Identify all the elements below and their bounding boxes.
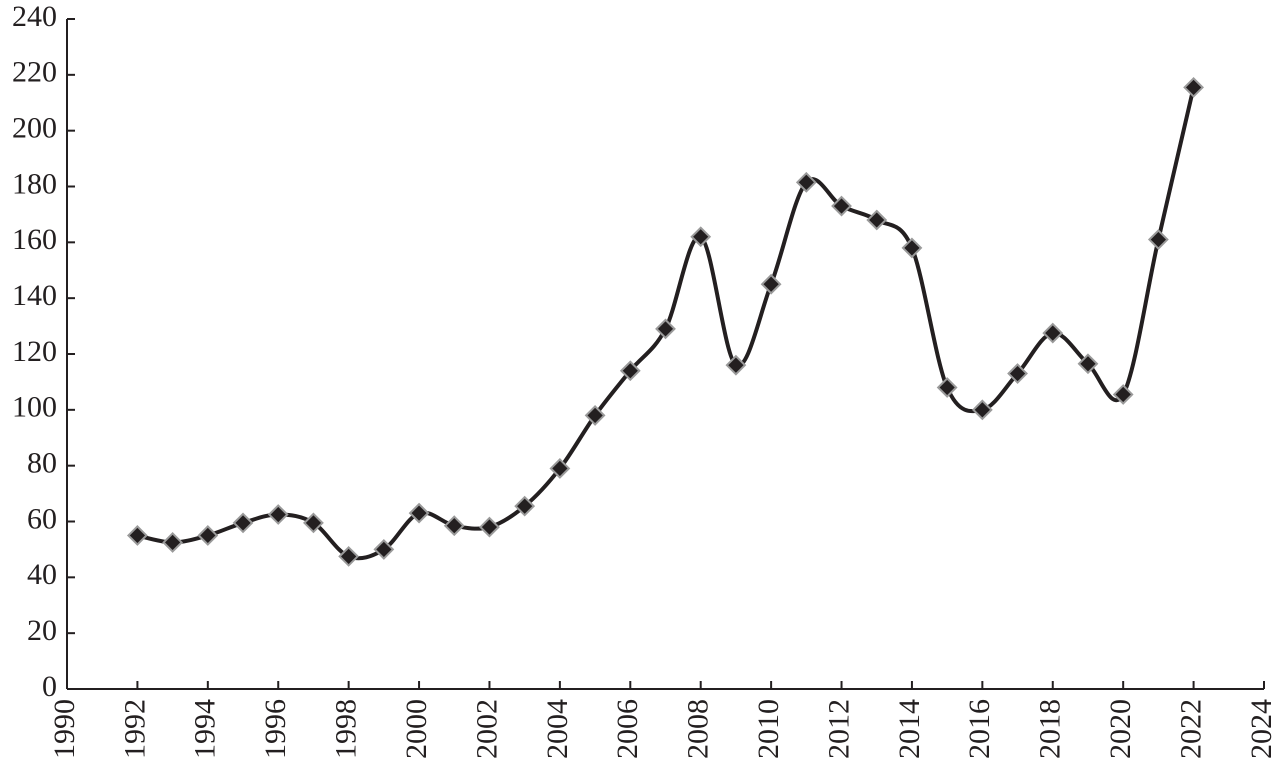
y-tick-label: 80 — [27, 447, 57, 480]
x-tick-label: 2012 — [822, 699, 855, 759]
x-tick-label: 1994 — [189, 699, 222, 759]
x-tick-label: 1990 — [48, 699, 81, 759]
y-tick-label: 100 — [12, 391, 57, 424]
marker — [1183, 76, 1205, 98]
marker — [549, 458, 571, 479]
marker — [303, 512, 324, 534]
marker — [267, 504, 289, 525]
marker — [690, 226, 712, 248]
marker — [479, 516, 500, 538]
marker — [831, 195, 852, 217]
marker — [971, 399, 993, 421]
marker — [619, 360, 641, 382]
x-tick-label: 2010 — [752, 699, 785, 759]
y-tick-label: 60 — [27, 502, 57, 535]
marker — [760, 273, 782, 295]
marker — [795, 171, 817, 193]
marker — [338, 545, 360, 567]
x-tick-label: 2006 — [611, 699, 644, 759]
y-tick-label: 140 — [12, 279, 57, 312]
x-tick-label: 1998 — [330, 699, 363, 759]
y-tick-label: 0 — [42, 670, 57, 703]
marker — [1007, 363, 1028, 384]
y-tick-label: 160 — [12, 223, 57, 256]
x-tick-label: 2000 — [400, 699, 433, 759]
marker — [373, 539, 395, 560]
x-tick-label: 2014 — [893, 699, 926, 759]
marker — [514, 495, 536, 517]
x-tick-label: 2018 — [1034, 699, 1067, 759]
marker — [443, 515, 465, 537]
marker — [936, 377, 958, 398]
marker — [584, 405, 606, 426]
marker — [1077, 353, 1099, 375]
marker — [725, 354, 747, 376]
y-tick-label: 180 — [12, 167, 57, 200]
marker — [901, 237, 923, 259]
x-tick-label: 2002 — [470, 699, 503, 759]
x-tick-label: 2016 — [963, 699, 996, 759]
marker — [655, 318, 676, 340]
y-tick-label: 20 — [27, 614, 57, 647]
marker — [197, 525, 219, 546]
y-tick-label: 220 — [12, 56, 57, 89]
marker — [1112, 384, 1134, 405]
x-tick-label: 1992 — [118, 699, 151, 759]
x-tick-label: 2008 — [682, 699, 715, 759]
marker — [162, 532, 184, 553]
marker — [408, 502, 430, 524]
marker — [1147, 229, 1169, 250]
marker — [866, 209, 888, 231]
x-tick-label: 2022 — [1174, 699, 1207, 759]
x-tick-label: 2020 — [1104, 699, 1137, 759]
x-tick-label: 2024 — [1245, 699, 1278, 759]
marker — [1042, 322, 1064, 344]
y-tick-label: 40 — [27, 558, 57, 591]
y-tick-label: 120 — [12, 335, 57, 368]
marker — [126, 525, 148, 546]
y-tick-label: 200 — [12, 112, 57, 145]
x-tick-label: 2004 — [541, 699, 574, 759]
marker — [232, 512, 254, 534]
y-tick-label: 240 — [12, 0, 57, 33]
x-tick-label: 1996 — [259, 699, 292, 759]
